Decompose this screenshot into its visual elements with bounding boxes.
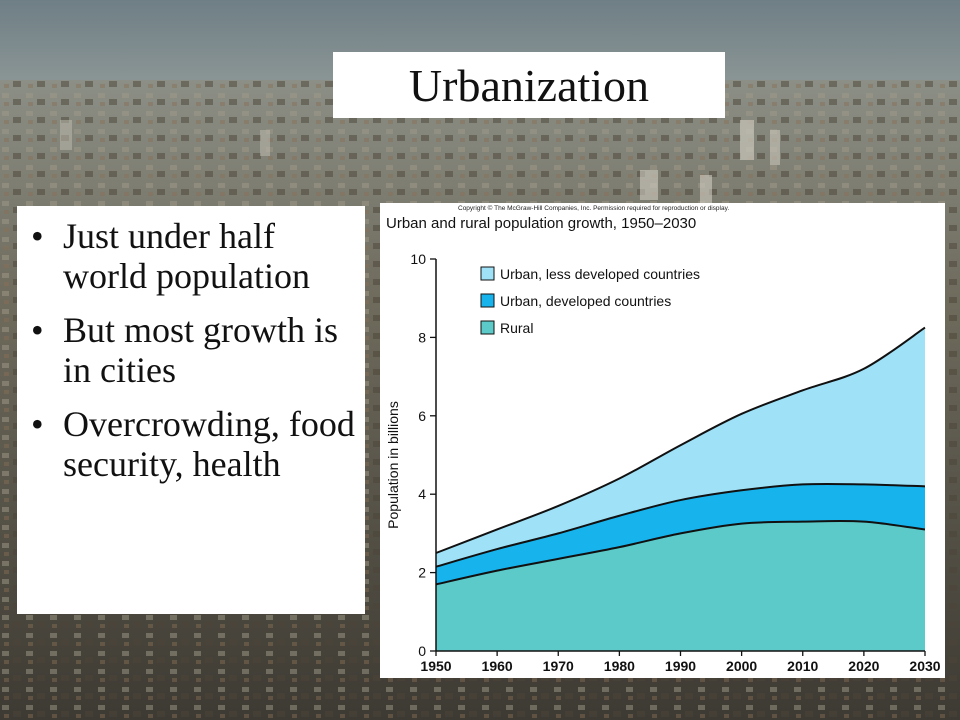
legend-swatch (480, 293, 495, 308)
slide-title-box: Urbanization (333, 52, 725, 118)
legend-swatch (480, 320, 495, 335)
slide-title: Urbanization (408, 59, 650, 111)
x-tick-label: 1950 (420, 658, 451, 674)
series-line-urban-developed-countries (435, 482, 926, 568)
y-tick-label: 4 (418, 486, 426, 502)
bullet-item: • Overcrowding, food security, health (31, 404, 357, 484)
x-tick-label: 1980 (604, 658, 635, 674)
x-tick-label: 1970 (543, 658, 574, 674)
x-tick-label: 2020 (848, 658, 879, 674)
y-tick-label: 10 (410, 251, 426, 267)
series-line-urban-less-developed-countries (435, 326, 926, 554)
bullet-item: • But most growth is in cities (31, 310, 357, 390)
chart-panel: Copyright © The McGraw-Hill Companies, I… (380, 203, 945, 678)
bullet-icon: • (31, 310, 44, 350)
x-tick-label: 2000 (726, 658, 757, 674)
series-line-rural (435, 519, 926, 586)
bullet-item: • Just under half world population (31, 216, 357, 296)
y-axis-label: Population in billions (385, 401, 401, 529)
x-tick-label: 1960 (482, 658, 513, 674)
bullet-icon: • (31, 404, 44, 444)
series-area-urban-developed-countries (436, 483, 925, 585)
y-tick-label: 8 (418, 329, 426, 345)
legend-swatch (480, 266, 495, 281)
bullet-list-box: • Just under half world population • But m… (17, 206, 365, 614)
bullet-icon: • (31, 216, 44, 256)
x-tick-label: 2010 (787, 658, 818, 674)
chart-title: Urban and rural population growth, 1950–… (386, 215, 697, 232)
x-tick-label: 2030 (909, 658, 940, 674)
bullet-text: Overcrowding, food security, health (63, 404, 355, 484)
chart-copyright: Copyright © The McGraw-Hill Companies, I… (458, 205, 730, 212)
x-tick-label: 1990 (665, 658, 696, 674)
legend-label: Rural (500, 320, 533, 336)
bullet-text: But most growth is in cities (63, 310, 339, 390)
legend-label: Urban, developed countries (500, 293, 671, 309)
series-area-rural (436, 520, 925, 651)
y-tick-label: 6 (418, 408, 426, 424)
bullet-text: Just under half world population (63, 216, 310, 296)
y-tick-label: 2 (418, 565, 426, 581)
population-area-chart: 0 2 4 6 8 10 1950 1960 1970 1980 1990 2000 2010 2020 2… (385, 251, 941, 674)
y-tick-label: 0 (418, 643, 426, 659)
legend-label: Urban, less developed countries (500, 266, 700, 282)
